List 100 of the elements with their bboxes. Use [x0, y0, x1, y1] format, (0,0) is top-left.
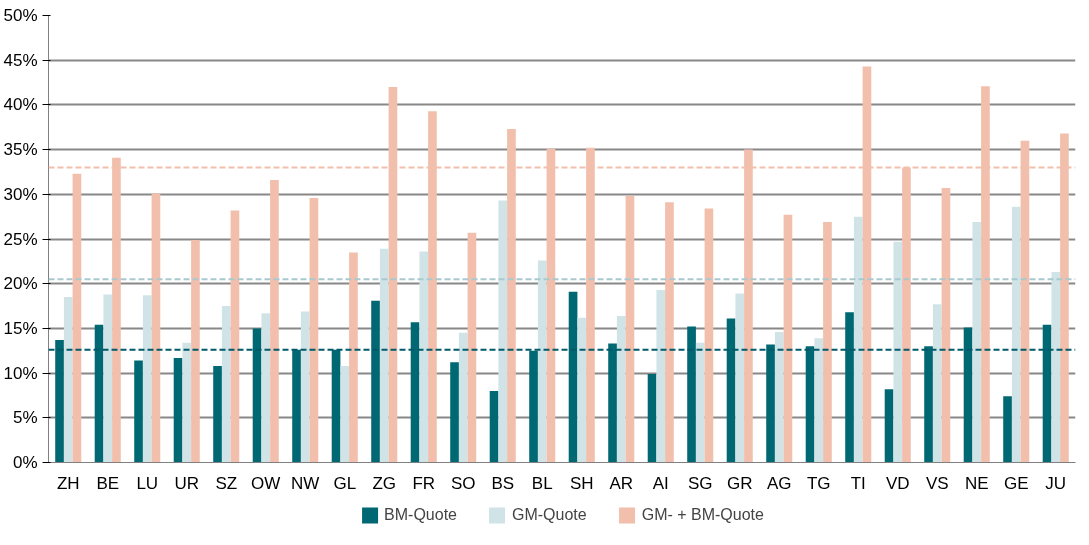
bar	[142, 295, 152, 463]
bar	[853, 216, 863, 463]
x-tick-label: GR	[727, 473, 753, 493]
x-tick-label: JU	[1045, 473, 1067, 493]
bar	[151, 193, 161, 463]
x-tick-label: OW	[251, 473, 281, 493]
x-tick-label: GE	[1003, 473, 1029, 493]
legend-label: GM- + BM-Quote	[641, 506, 764, 524]
bar	[489, 390, 499, 463]
bar	[340, 365, 350, 463]
bar	[1011, 206, 1021, 463]
bar	[309, 197, 319, 463]
x-tick-label: BS	[491, 473, 515, 493]
bar	[616, 315, 626, 463]
bar	[419, 251, 429, 463]
bar	[884, 389, 894, 463]
bar	[410, 322, 420, 463]
bar	[261, 313, 271, 463]
bar	[823, 222, 832, 463]
y-tick-label: 25%	[3, 229, 38, 249]
y-tick-label: 45%	[3, 50, 38, 70]
y-tick-label: 15%	[3, 318, 38, 338]
bar	[529, 350, 538, 463]
x-tick-label: LU	[136, 473, 159, 493]
y-tick-label: 30%	[3, 184, 38, 204]
bar	[893, 241, 903, 463]
bar	[450, 362, 459, 463]
x-tick-label: VS	[925, 473, 949, 493]
bar	[252, 328, 262, 463]
bar	[134, 360, 143, 463]
bar	[814, 338, 824, 463]
x-tick-label: TG	[806, 473, 831, 493]
bar	[182, 342, 192, 463]
bar	[300, 311, 310, 463]
y-tick-label: 20%	[3, 274, 38, 294]
y-tick-label: 50%	[3, 6, 38, 25]
bar	[371, 300, 380, 463]
y-tick-label: 10%	[3, 363, 38, 383]
bar	[292, 349, 301, 463]
bar	[72, 173, 82, 463]
x-tick-label: BE	[96, 473, 120, 493]
bar	[774, 331, 784, 463]
x-tick-label: VD	[885, 473, 910, 493]
legend-label: GM-Quote	[511, 506, 587, 524]
x-tick-label: SZ	[215, 473, 238, 493]
bar	[458, 332, 468, 463]
x-tick-label: NE	[964, 473, 989, 493]
y-tick-label: 0%	[12, 453, 38, 472]
bar	[656, 289, 666, 463]
y-tick-label: 40%	[3, 95, 38, 115]
x-tick-label: ZH	[56, 473, 80, 493]
bar	[103, 294, 113, 463]
x-tick-label: GL	[333, 473, 357, 493]
bar	[735, 293, 745, 463]
bar	[783, 214, 793, 463]
bar	[972, 222, 982, 463]
bar	[191, 239, 200, 463]
bar	[230, 210, 240, 463]
x-tick-label: AR	[609, 473, 634, 493]
bar	[704, 208, 714, 463]
bar	[94, 324, 104, 463]
bar	[963, 327, 973, 463]
bar	[726, 318, 736, 463]
bar	[467, 232, 477, 463]
x-tick-label: AI	[652, 473, 669, 493]
y-tick-label: 35%	[3, 140, 38, 160]
x-tick-label: NW	[291, 473, 320, 493]
x-tick-label: SG	[687, 473, 713, 493]
bar	[173, 357, 183, 463]
x-tick-label: TI	[850, 473, 866, 493]
x-tick-label: SH	[569, 473, 594, 493]
x-tick-label: AG	[766, 473, 792, 493]
bar	[498, 200, 508, 463]
x-tick-label: BL	[531, 473, 553, 493]
bar	[537, 260, 547, 463]
bar	[647, 373, 657, 463]
bar	[608, 343, 617, 463]
bar	[270, 180, 279, 463]
bar	[379, 248, 389, 463]
bar	[331, 349, 341, 463]
bar	[577, 317, 587, 463]
x-tick-label: SO	[450, 473, 476, 493]
bar	[213, 365, 222, 463]
x-tick-label: FR	[412, 473, 436, 493]
bar	[665, 202, 674, 463]
bar	[625, 196, 635, 463]
x-tick-label: UR	[174, 473, 200, 493]
bar	[1042, 324, 1052, 463]
bar	[687, 326, 696, 463]
bar	[695, 342, 705, 463]
bar	[845, 312, 854, 463]
bar	[766, 344, 775, 463]
x-tick-label: ZG	[372, 473, 397, 493]
bar	[55, 340, 64, 463]
bar	[349, 252, 358, 463]
bar	[63, 297, 73, 463]
bar	[1003, 396, 1012, 463]
bar	[932, 304, 942, 463]
bar	[924, 346, 933, 463]
bar	[941, 188, 951, 463]
